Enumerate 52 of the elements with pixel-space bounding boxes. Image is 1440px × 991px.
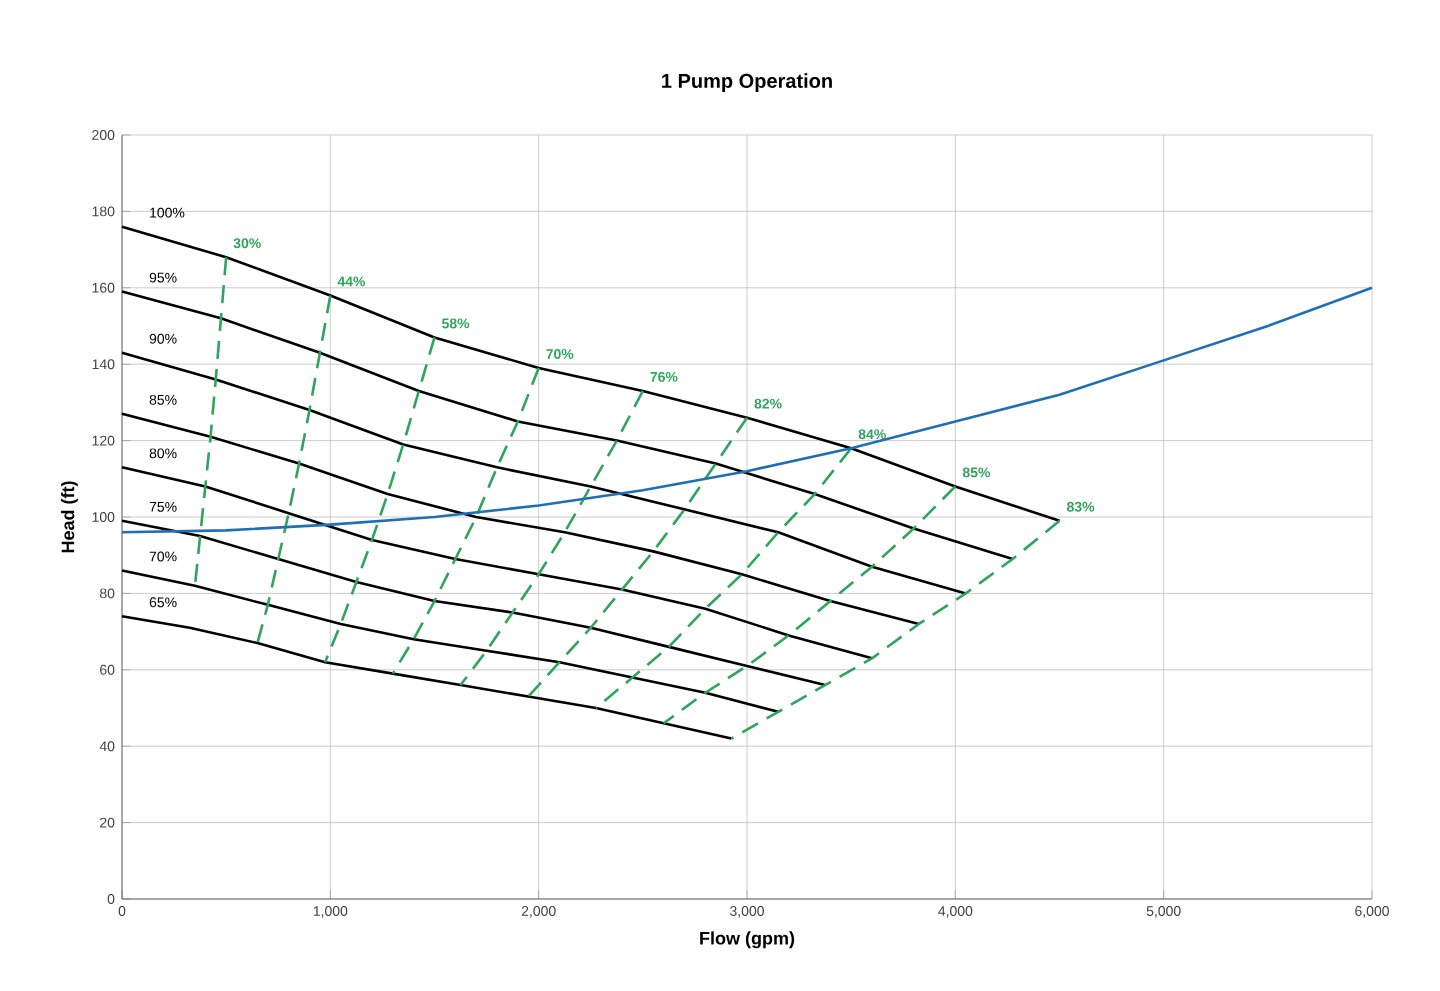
- line-series: [730, 519, 1061, 740]
- series-label: 30%: [233, 238, 261, 249]
- chart-title: 1 Pump Operation: [662, 73, 832, 92]
- x-tick-label: 4,000: [938, 906, 973, 918]
- x-axis-title: Flow (gpm): [700, 931, 795, 949]
- line-series: [120, 286, 1374, 534]
- series-label: 83%: [1067, 501, 1095, 512]
- x-tick-label: 6,000: [1355, 906, 1389, 918]
- x-tick-label: 5,000: [1146, 906, 1181, 918]
- line-series: [323, 336, 436, 664]
- line-series: [120, 615, 733, 740]
- y-tick-label: 60: [100, 664, 115, 675]
- series-label: 80%: [149, 448, 177, 459]
- y-tick-label: 180: [92, 206, 115, 217]
- series-label: 90%: [149, 333, 177, 344]
- series-label: 82%: [754, 398, 782, 409]
- series-label: 65%: [149, 597, 177, 608]
- line-series: [120, 225, 1061, 523]
- series-label: 58%: [442, 318, 470, 329]
- series-label: 85%: [962, 467, 991, 478]
- series-label: 70%: [546, 349, 574, 359]
- series-label: 70%: [149, 551, 177, 562]
- y-axis-title: Head (ft): [61, 481, 78, 553]
- series-label: 84%: [858, 429, 886, 440]
- series-label: 44%: [337, 276, 366, 287]
- line-series: [120, 412, 921, 626]
- line-series: [594, 446, 853, 710]
- line-series: [662, 485, 957, 725]
- series-label: 100%: [150, 207, 185, 218]
- y-tick-label: 140: [92, 359, 115, 370]
- y-tick-label: 0: [107, 894, 115, 904]
- line-series: [120, 290, 1014, 561]
- series-label: 85%: [149, 394, 177, 405]
- line-series: [120, 519, 827, 687]
- y-tick-label: 120: [92, 435, 115, 446]
- series-label: 95%: [149, 272, 177, 283]
- y-tick-label: 100: [92, 512, 115, 522]
- y-tick-label: 160: [92, 282, 115, 293]
- line-series: [120, 569, 780, 714]
- line-series: [120, 466, 874, 660]
- series-label: 76%: [650, 371, 678, 382]
- x-tick-label: 2,000: [521, 906, 556, 918]
- y-tick-label: 20: [100, 817, 115, 828]
- y-tick-label: 40: [99, 741, 115, 752]
- y-tick-label: 200: [92, 130, 115, 140]
- line-series: [256, 294, 332, 645]
- x-tick-label: 0: [118, 906, 126, 916]
- x-tick-label: 1,000: [313, 906, 348, 918]
- line-series: [391, 366, 540, 675]
- x-tick-label: 3,000: [730, 906, 764, 918]
- y-tick-label: 80: [99, 588, 115, 599]
- series-label: 75%: [149, 501, 177, 512]
